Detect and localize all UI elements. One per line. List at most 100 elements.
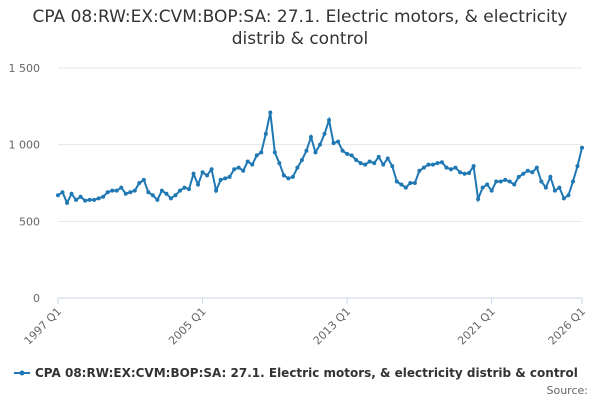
data-point	[290, 174, 295, 179]
data-point	[56, 193, 60, 198]
data-point	[327, 118, 332, 123]
data-point	[453, 165, 458, 170]
data-point	[507, 179, 512, 184]
data-point	[286, 176, 291, 181]
data-point	[155, 197, 160, 202]
data-point	[78, 194, 83, 199]
data-point	[548, 174, 553, 179]
data-point	[196, 182, 201, 187]
data-point	[119, 185, 124, 190]
data-point	[159, 188, 164, 193]
data-point	[60, 190, 65, 195]
data-point	[74, 197, 79, 202]
y-tick-label: 0	[33, 292, 40, 305]
x-tick-label: 2013 Q1	[311, 305, 354, 348]
data-point	[521, 171, 526, 176]
x-tick-label: 2005 Q1	[166, 305, 209, 348]
x-tick-label: 2026 Q1	[546, 305, 589, 348]
data-point	[241, 168, 246, 173]
data-point	[376, 154, 381, 159]
data-point	[128, 190, 133, 195]
data-point	[141, 177, 146, 182]
data-point	[534, 165, 539, 170]
y-tick-label: 500	[19, 215, 40, 228]
data-point	[65, 200, 70, 205]
data-point	[372, 161, 377, 166]
data-point	[137, 181, 142, 185]
data-point	[412, 181, 417, 185]
data-point	[458, 170, 463, 175]
data-point	[250, 162, 255, 167]
data-point	[566, 193, 571, 198]
data-point	[322, 131, 327, 136]
data-point	[168, 196, 173, 201]
data-point	[218, 177, 223, 182]
data-point	[209, 167, 214, 172]
data-point	[539, 179, 544, 184]
data-point	[254, 153, 259, 158]
data-point	[516, 174, 521, 179]
x-tick-label: 2021 Q1	[455, 305, 498, 348]
data-point	[394, 179, 399, 184]
data-point	[363, 162, 368, 167]
x-tick-label: 1997 Q1	[22, 305, 65, 348]
data-point	[358, 161, 363, 166]
data-point	[467, 171, 472, 176]
data-point	[430, 162, 435, 167]
data-point	[485, 182, 490, 187]
series-line	[57, 112, 583, 206]
data-point	[435, 161, 440, 166]
data-point	[263, 131, 268, 136]
data-point	[476, 197, 481, 202]
data-point	[331, 141, 336, 146]
data-point	[272, 150, 277, 155]
data-point	[462, 171, 467, 176]
data-point	[96, 196, 101, 201]
data-point	[399, 182, 404, 187]
data-point	[417, 168, 422, 173]
data-point	[318, 142, 322, 147]
data-point	[69, 191, 74, 196]
data-point	[354, 158, 359, 162]
data-point	[498, 179, 503, 184]
data-point	[227, 174, 232, 179]
data-point	[114, 188, 119, 193]
y-tick-label: 1 500	[9, 62, 41, 75]
data-point	[87, 197, 92, 202]
data-point	[177, 188, 182, 193]
data-point	[277, 161, 282, 166]
data-point	[295, 165, 300, 170]
data-point	[449, 167, 453, 172]
data-point	[439, 160, 444, 165]
data-point	[150, 193, 155, 198]
data-point	[281, 173, 286, 178]
data-point	[570, 179, 575, 184]
data-point	[525, 168, 530, 173]
data-point	[367, 159, 372, 164]
data-point	[132, 188, 137, 193]
data-point	[200, 170, 205, 175]
data-point	[390, 164, 395, 169]
data-point	[214, 188, 219, 193]
legend-marker	[19, 370, 25, 376]
data-point	[191, 171, 196, 176]
data-point	[336, 139, 341, 144]
data-point	[349, 153, 354, 158]
data-point	[503, 177, 508, 182]
data-point	[340, 148, 345, 153]
data-point	[530, 170, 535, 175]
data-point	[146, 190, 151, 195]
data-point	[105, 190, 110, 195]
data-point	[480, 185, 485, 190]
data-point	[444, 165, 449, 170]
data-point	[575, 164, 580, 169]
data-point	[268, 110, 273, 115]
data-point	[408, 181, 413, 185]
chart-title: CPA 08:RW:EX:CVM:BOP:SA: 27.1. Electric …	[32, 7, 568, 49]
data-point	[489, 188, 494, 193]
data-point	[236, 165, 241, 170]
data-point	[245, 159, 250, 164]
data-point	[173, 193, 178, 198]
data-point	[187, 187, 191, 192]
